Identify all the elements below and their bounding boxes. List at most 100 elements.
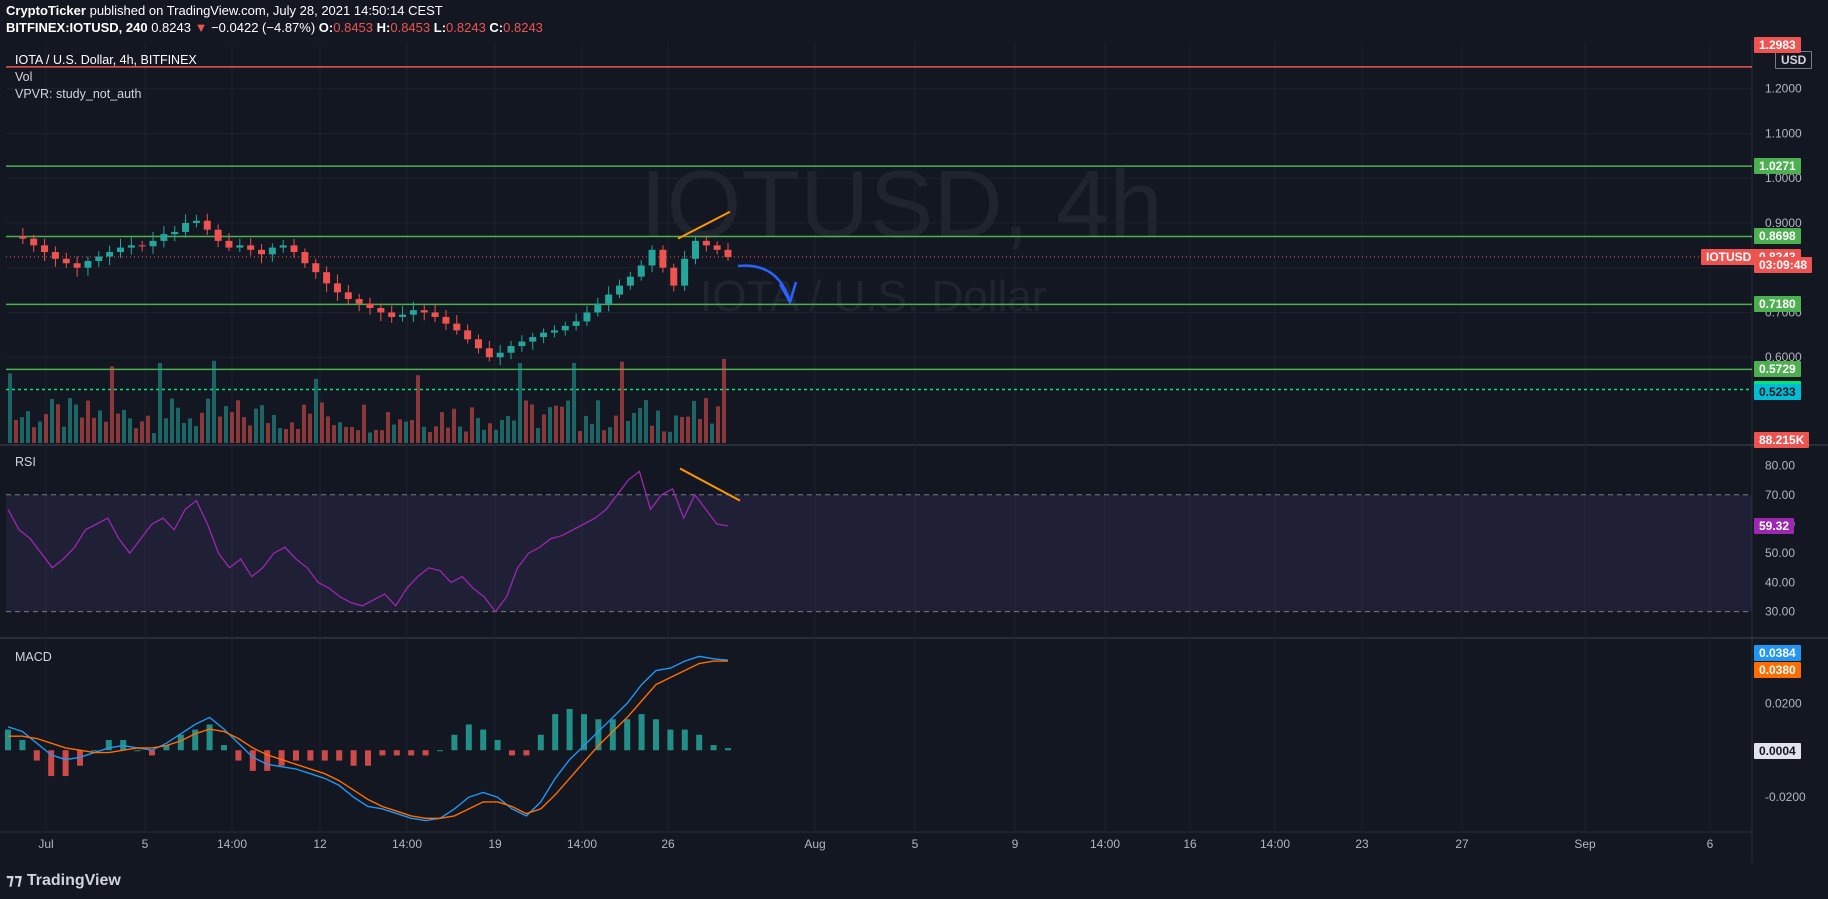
volume-bar bbox=[692, 400, 696, 443]
x-tick-label: 14:00 bbox=[567, 837, 597, 851]
x-tick-label: 5 bbox=[912, 837, 919, 851]
macd-histogram-bar bbox=[177, 734, 184, 751]
price-tick-label: 1.0000 bbox=[1765, 171, 1802, 185]
tradingview-logo-text: TradingView bbox=[26, 872, 121, 889]
candle-body bbox=[323, 272, 331, 284]
macd-histogram-bar bbox=[235, 750, 242, 761]
macd-histogram-bar bbox=[465, 724, 472, 751]
candle-body bbox=[453, 323, 461, 331]
candle-body bbox=[464, 330, 472, 340]
macd-histogram-bar bbox=[221, 745, 227, 751]
volume-bar bbox=[476, 417, 480, 443]
volume-bar bbox=[68, 398, 72, 443]
macd-histogram-bar bbox=[523, 750, 530, 756]
rsi-line bbox=[7, 470, 729, 613]
candle-body bbox=[138, 245, 146, 247]
candle-body bbox=[355, 299, 363, 304]
publisher-name[interactable]: CryptoTicker bbox=[6, 3, 86, 18]
volume-bar bbox=[518, 363, 522, 443]
price-tag[interactable]: 0.7180 bbox=[1754, 296, 1801, 313]
rsi-band-fill bbox=[6, 494, 1752, 612]
macd-line bbox=[7, 655, 729, 822]
vpvr-legend[interactable]: VPVR: study_not_auth bbox=[15, 87, 142, 101]
volume-bar bbox=[116, 413, 120, 443]
volume-bar bbox=[446, 427, 450, 443]
candle-body bbox=[366, 303, 374, 308]
macd-histogram-bar bbox=[681, 729, 688, 751]
volume-bar bbox=[8, 373, 12, 443]
close-label: C: bbox=[489, 20, 504, 35]
tradingview-logo-icon: ⁊⁊ bbox=[6, 872, 23, 889]
divergence-trendline-price bbox=[677, 210, 731, 240]
rsi-last-tag[interactable]: 59.32 bbox=[1754, 517, 1795, 534]
macd-histogram-bar bbox=[62, 750, 69, 777]
volume-bar bbox=[470, 407, 474, 443]
macd-histogram-bar bbox=[422, 750, 429, 756]
forecast-arrow-head bbox=[778, 281, 798, 306]
histogram-last-tag[interactable]: 0.0004 bbox=[1754, 743, 1801, 759]
volume-bar bbox=[110, 366, 114, 443]
volume-bar bbox=[638, 407, 642, 443]
price-tag[interactable]: 0.5233 bbox=[1754, 383, 1801, 400]
macd-histogram-bar bbox=[437, 750, 443, 752]
volume-bar bbox=[644, 399, 648, 443]
macd-histogram-bar bbox=[494, 739, 501, 751]
volume-bar bbox=[548, 407, 552, 443]
rsi-tick-label: 40.00 bbox=[1765, 575, 1795, 589]
price-tag[interactable]: 1.2983 bbox=[1754, 36, 1801, 53]
price-tick-label: 0.6000 bbox=[1765, 350, 1802, 364]
candle-body bbox=[594, 303, 602, 313]
macd-legend[interactable]: MACD bbox=[15, 650, 52, 664]
x-tick-label: 27 bbox=[1455, 837, 1469, 851]
volume-bar bbox=[164, 418, 168, 443]
volume-bar bbox=[674, 415, 678, 443]
candle-body bbox=[95, 256, 103, 262]
volume-bar bbox=[308, 413, 312, 443]
symbol-label[interactable]: BITFINEX:IOTUSD, 240 bbox=[6, 20, 148, 35]
symbol-tag[interactable]: IOTUSD bbox=[1701, 248, 1757, 265]
macd-histogram-bar bbox=[105, 739, 112, 751]
main-legend[interactable]: IOTA / U.S. Dollar, 4h, BITFINEX bbox=[15, 53, 197, 67]
macd-histogram-bar bbox=[33, 750, 40, 761]
volume-bar bbox=[152, 432, 156, 443]
volume-bar bbox=[578, 431, 582, 443]
volume-tag[interactable]: 88.215K bbox=[1754, 432, 1810, 448]
candle-body bbox=[344, 292, 352, 300]
publish-info: CryptoTicker published on TradingView.co… bbox=[6, 3, 443, 18]
macd-histogram-bar bbox=[163, 745, 170, 751]
volume-bar bbox=[26, 411, 30, 443]
macd-histogram-bar bbox=[451, 734, 458, 751]
volume-bar bbox=[572, 363, 576, 443]
macd-last-tag[interactable]: 0.0384 bbox=[1754, 645, 1801, 661]
volume-bar bbox=[560, 406, 564, 443]
candle-body bbox=[659, 249, 667, 268]
volume-bar bbox=[254, 408, 258, 443]
candle-body bbox=[247, 245, 255, 250]
price-tag[interactable]: 03:09:48 bbox=[1754, 257, 1813, 274]
macd-histogram-bar bbox=[206, 724, 213, 751]
volume-bar bbox=[716, 406, 720, 443]
volume-bar bbox=[584, 415, 588, 443]
price-tag[interactable]: 0.5729 bbox=[1754, 361, 1801, 378]
volume-bar bbox=[620, 361, 624, 443]
currency-badge[interactable]: USD bbox=[1775, 51, 1813, 69]
x-tick-label: 14:00 bbox=[392, 837, 422, 851]
x-tick-label: 26 bbox=[661, 837, 675, 851]
volume-legend[interactable]: Vol bbox=[15, 70, 33, 84]
volume-bar bbox=[614, 415, 618, 443]
price-tag[interactable]: 0.8698 bbox=[1754, 228, 1801, 245]
macd-histogram-bar bbox=[278, 750, 285, 766]
volume-bar bbox=[182, 423, 186, 443]
price-tag[interactable]: 1.0271 bbox=[1754, 158, 1801, 175]
candle-body bbox=[62, 258, 70, 264]
volume-bar bbox=[668, 431, 672, 443]
price-change: −0.0422 (−4.87%) bbox=[211, 20, 316, 35]
macd-histogram-bar bbox=[91, 750, 98, 752]
divergence-trendline-rsi bbox=[679, 467, 741, 502]
candle-body bbox=[605, 294, 613, 304]
signal-last-tag[interactable]: 0.0380 bbox=[1754, 662, 1801, 678]
volume-bar bbox=[32, 427, 36, 443]
open-value: 0.8453 bbox=[333, 20, 374, 35]
rsi-legend[interactable]: RSI bbox=[15, 455, 36, 469]
